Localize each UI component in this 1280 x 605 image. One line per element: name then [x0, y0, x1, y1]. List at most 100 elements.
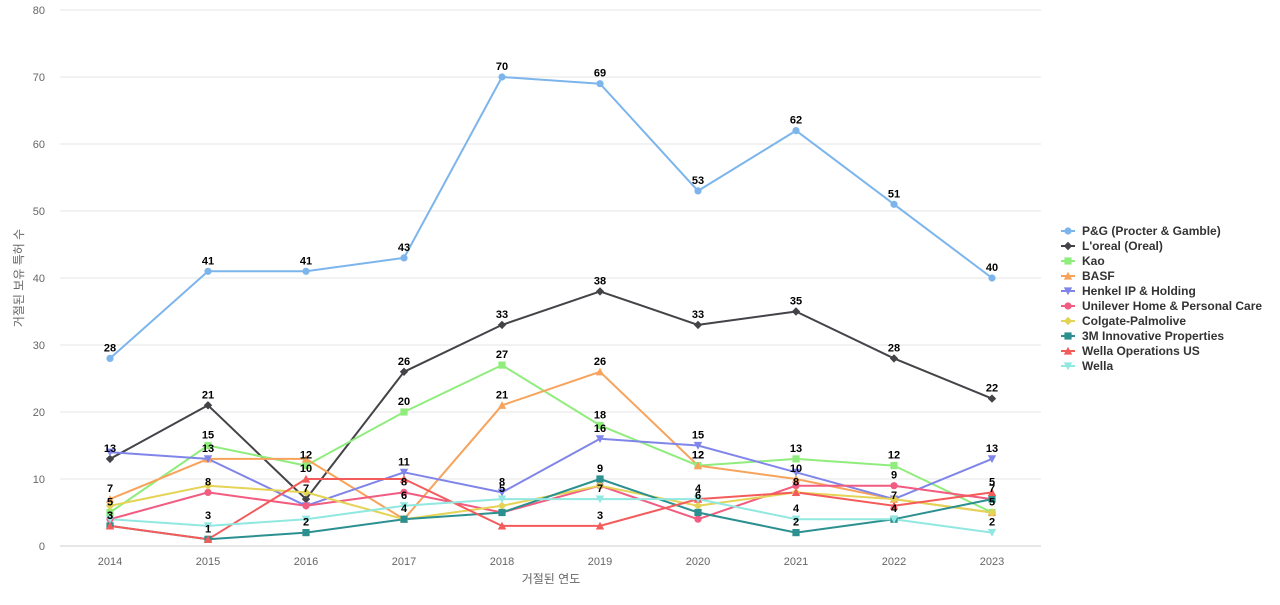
series-line [109, 478, 993, 541]
data-point [203, 535, 213, 543]
data-label: 8 [499, 476, 505, 488]
data-point [301, 494, 311, 504]
legend[interactable]: P&G (Procter & Gamble)L'oreal (Oreal)Kao… [1061, 224, 1262, 373]
data-point [987, 394, 997, 403]
data-label: 26 [398, 356, 410, 368]
data-label: 18 [594, 409, 606, 421]
data-label: 4 [695, 483, 702, 495]
data-label: 12 [888, 450, 900, 462]
data-label: 3 [597, 510, 603, 522]
legend-label: 3M Innovative Properties [1082, 329, 1224, 343]
x-tick-label: 2019 [588, 556, 612, 568]
legend-label: L'oreal (Oreal) [1082, 239, 1163, 253]
data-label: 10 [300, 463, 312, 475]
data-label: 7 [989, 483, 995, 495]
data-point [400, 254, 408, 262]
data-label: 7 [597, 483, 603, 495]
data-point [204, 441, 212, 450]
data-label: 8 [205, 476, 211, 488]
data-point [497, 521, 507, 530]
data-label: 8 [401, 476, 407, 488]
data-point [988, 274, 996, 282]
data-label: 2 [793, 517, 799, 529]
data-label: 41 [300, 255, 312, 267]
y-tick-label: 60 [33, 139, 45, 151]
data-point [595, 367, 605, 376]
legend-label: P&G (Procter & Gamble) [1082, 224, 1221, 238]
data-point [301, 488, 311, 497]
data-label: 5 [989, 497, 995, 509]
data-label: 51 [888, 188, 900, 200]
x-tick-label: 2015 [196, 556, 220, 568]
data-label: 8 [793, 476, 799, 488]
legend-item[interactable]: Henkel IP & Holding [1061, 284, 1196, 298]
data-point [302, 502, 310, 510]
data-point [792, 529, 800, 537]
legend-label: Unilever Home & Personal Care [1082, 299, 1262, 313]
data-point [105, 494, 115, 503]
grid [60, 9, 1041, 547]
data-point [987, 529, 997, 537]
data-label: 11 [398, 456, 410, 468]
data-point [694, 515, 702, 523]
data-point [105, 448, 115, 457]
legend-item[interactable]: Colgate-Palmolive [1061, 314, 1186, 328]
data-label: 3 [107, 510, 113, 522]
legend-item[interactable]: BASF [1061, 269, 1115, 283]
legend-label: Kao [1082, 254, 1105, 268]
y-tick-label: 0 [39, 541, 45, 553]
data-label: 12 [300, 450, 312, 462]
data-label: 5 [499, 483, 505, 495]
data-point [301, 474, 311, 483]
series-line [109, 290, 993, 501]
y-tick-label: 30 [33, 340, 45, 352]
data-point [105, 454, 115, 464]
data-label: 7 [891, 490, 897, 502]
legend-label: BASF [1082, 269, 1115, 283]
legend-marker [1064, 302, 1072, 310]
data-label: 4 [891, 503, 898, 515]
data-label: 7 [107, 483, 113, 495]
series-line [109, 478, 993, 541]
legend-marker [1063, 241, 1073, 251]
data-label: 15 [202, 430, 214, 442]
data-point [791, 474, 801, 483]
data-label: 9 [597, 463, 603, 475]
data-label: 70 [496, 61, 508, 73]
legend-label: Wella [1082, 359, 1113, 373]
data-point [889, 354, 899, 363]
data-point [400, 408, 408, 416]
x-tick-label: 2016 [294, 556, 318, 568]
legend-item[interactable]: P&G (Procter & Gamble) [1061, 224, 1221, 238]
data-label: 2 [989, 517, 995, 529]
x-tick-label: 2020 [686, 556, 710, 568]
y-tick-label: 10 [33, 474, 45, 486]
legend-item[interactable]: Unilever Home & Personal Care [1061, 299, 1262, 313]
data-point [497, 320, 507, 330]
data-point [694, 187, 702, 195]
legend-item[interactable]: Wella [1061, 359, 1113, 373]
data-point [399, 468, 409, 477]
y-axis-title: 거절된 보유 특허 수 [12, 229, 26, 327]
legend-marker [1063, 287, 1073, 296]
data-label: 43 [398, 242, 410, 254]
data-label: 28 [104, 342, 116, 354]
legend-item[interactable]: Wella Operations US [1061, 344, 1200, 358]
data-label: 13 [986, 443, 998, 455]
data-point [694, 508, 702, 517]
legend-item[interactable]: 3M Innovative Properties [1061, 329, 1224, 343]
data-label: 22 [986, 383, 998, 395]
data-point [105, 501, 115, 510]
data-point [693, 501, 703, 510]
legend-item[interactable]: L'oreal (Oreal) [1061, 239, 1163, 253]
data-point [302, 462, 310, 470]
data-point [988, 495, 996, 503]
series-line [109, 498, 993, 534]
data-label: 41 [202, 255, 214, 267]
data-point [693, 461, 703, 470]
data-label: 5 [107, 497, 113, 509]
legend-item[interactable]: Kao [1061, 254, 1105, 268]
data-label: 15 [692, 430, 704, 442]
